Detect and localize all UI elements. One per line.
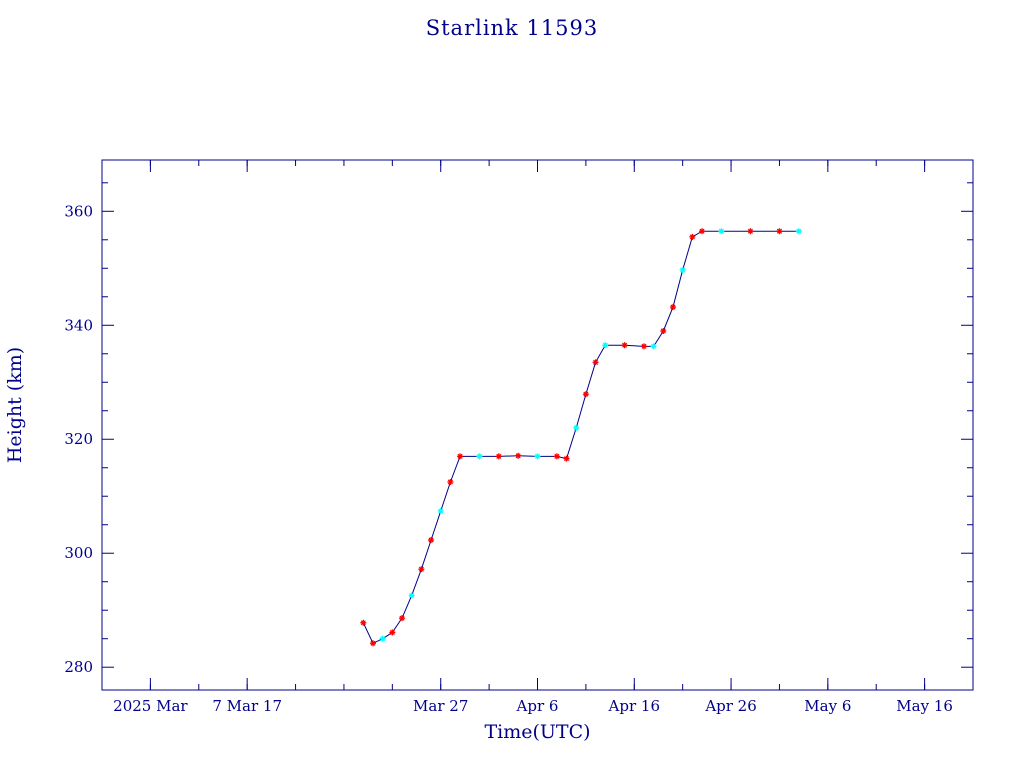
data-point	[389, 629, 396, 636]
x-tick-label: May 16	[896, 697, 953, 715]
data-point	[718, 228, 725, 235]
data-point	[573, 424, 580, 431]
data-point	[369, 640, 376, 647]
data-point	[447, 478, 454, 485]
data-point	[660, 327, 667, 334]
y-tick-label: 280	[64, 658, 93, 676]
series-line	[362, 230, 799, 644]
x-tick-label: Mar 27	[413, 697, 468, 715]
data-point	[650, 343, 657, 350]
data-point	[669, 304, 676, 311]
data-point	[795, 228, 802, 235]
data-point	[476, 453, 483, 460]
x-tick-label: 2025 Mar	[113, 697, 188, 715]
x-tick-label: Apr 16	[608, 697, 660, 715]
axis-ticks	[102, 160, 973, 690]
x-tick-label: May 6	[804, 697, 851, 715]
data-point	[563, 455, 570, 462]
y-axis-label: Height (km)	[4, 347, 26, 463]
x-axis-label: Time(UTC)	[484, 721, 590, 743]
data-point	[437, 508, 444, 515]
data-point	[602, 342, 609, 349]
data-point	[399, 615, 406, 622]
tick-labels: 2025 Mar 7 Mar 17 Mar 27 Apr 6 Apr 16 Apr 26 M…	[64, 202, 953, 715]
data-point	[553, 453, 560, 460]
data-point	[360, 619, 367, 626]
data-point	[689, 233, 696, 240]
chart-title: Starlink 11593	[425, 16, 599, 40]
data-point	[408, 592, 415, 599]
data-point	[747, 228, 754, 235]
data-point	[592, 359, 599, 366]
data-point	[379, 635, 386, 642]
data-point	[534, 453, 541, 460]
series-markers	[360, 228, 802, 647]
x-tick-label: Apr 6	[516, 697, 559, 715]
data-point	[640, 343, 647, 350]
data-point	[495, 453, 502, 460]
x-tick-label: 7 Mar 17	[212, 697, 282, 715]
data-point	[679, 266, 686, 273]
data-point	[428, 537, 435, 544]
y-tick-label: 320	[64, 430, 93, 448]
data-point	[582, 391, 589, 398]
y-tick-label: 360	[64, 202, 93, 220]
y-tick-label: 340	[64, 316, 93, 334]
data-point	[621, 342, 628, 349]
data-point	[699, 228, 706, 235]
x-tick-label: Apr 26	[704, 697, 756, 715]
data-point	[457, 453, 464, 460]
data-point	[776, 228, 783, 235]
plot-frame	[101, 159, 974, 691]
data-point	[515, 452, 522, 459]
data-point	[418, 566, 425, 573]
y-tick-label: 300	[64, 544, 93, 562]
